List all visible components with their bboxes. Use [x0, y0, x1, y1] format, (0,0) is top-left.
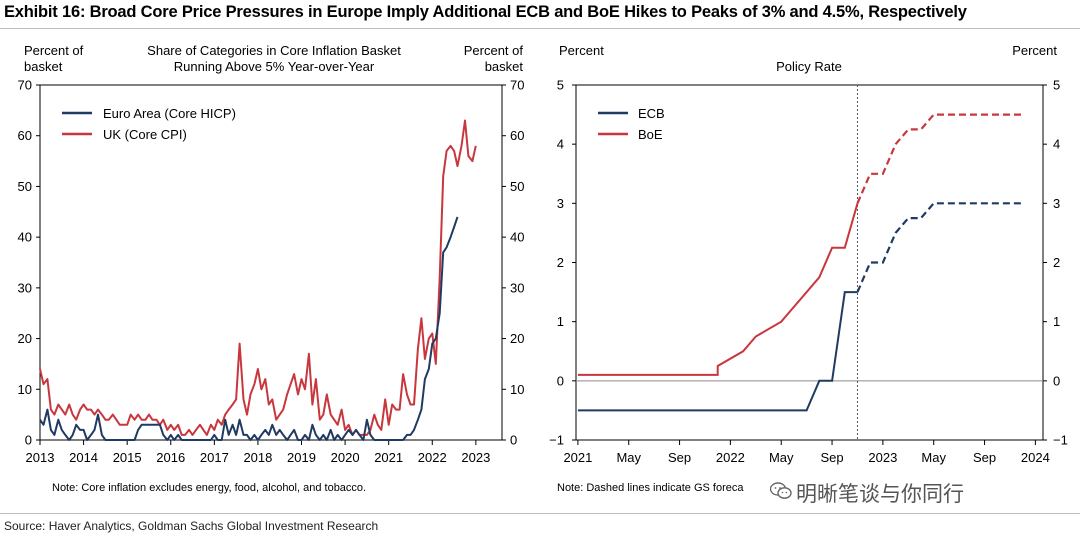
left-plot-frame	[39, 84, 503, 441]
left-ytick-label-right: 0	[510, 433, 517, 448]
left-ytick-label-left: 30	[18, 280, 32, 295]
left-ytick-label-right: 20	[510, 331, 524, 346]
left-ytick-label-left: 20	[18, 331, 32, 346]
right-ytick-label-right: 1	[1053, 314, 1060, 329]
left-chart-title-line1: Share of Categories in Core Inflation Ba…	[147, 43, 401, 58]
right-chart: Percent Percent Policy Rate −1 −1 0 0 1 1 2 2 3 3…	[549, 43, 1068, 494]
series-line-boe-actual	[577, 203, 859, 376]
left-ytick-label-left: 60	[18, 128, 32, 143]
left-xtick-label: 2019	[287, 450, 316, 465]
right-ytick-label-left: 4	[557, 137, 564, 152]
right-chart-title: Policy Rate	[776, 59, 842, 74]
left-ytick-label-right: 50	[510, 179, 524, 194]
right-chart-note: Note: Dashed lines indicate GS foreca	[557, 482, 744, 494]
left-chart-title-line2: Running Above 5% Year-over-Year	[174, 59, 375, 74]
right-xtick-label: Sep	[820, 450, 843, 465]
series-line-uk	[39, 119, 477, 436]
left-xtick-label: 2015	[113, 450, 142, 465]
left-ylabel-right-line2: basket	[485, 59, 524, 74]
right-ytick-label-right: 4	[1053, 137, 1060, 152]
left-ylabel-left-line2: basket	[24, 59, 63, 74]
right-ylabel-right: Percent	[1012, 43, 1057, 58]
left-xtick-label: 2017	[200, 450, 229, 465]
legend-label-euro-area: Euro Area (Core HICP)	[103, 106, 236, 121]
left-ytick-label-right: 30	[510, 280, 524, 295]
right-xtick-label: Sep	[668, 450, 691, 465]
right-ylabel-left: Percent	[559, 43, 604, 58]
right-ytick-label-left: 5	[557, 78, 564, 93]
right-xtick-label: 2023	[868, 450, 897, 465]
wechat-icon	[770, 482, 792, 499]
right-ytick-label-right: 5	[1053, 78, 1060, 93]
legend-label-boe: BoE	[638, 127, 663, 142]
left-ytick-label-left: 0	[25, 433, 32, 448]
left-xtick-label: 2013	[26, 450, 55, 465]
series-line-boe-forecast	[856, 113, 1023, 204]
brand-watermark: 明晰笔谈与你同行	[796, 482, 964, 506]
right-xtick-label: May	[616, 450, 641, 465]
right-xtick-label: May	[921, 450, 946, 465]
left-ytick-label-left: 40	[18, 230, 32, 245]
series-line-ecb-forecast	[856, 202, 1023, 293]
right-ytick-label-right: 2	[1053, 255, 1060, 270]
legend-label-uk: UK (Core CPI)	[103, 127, 187, 142]
legend-label-ecb: ECB	[638, 106, 665, 121]
left-ytick-label-right: 10	[510, 382, 524, 397]
left-ytick-label-right: 60	[510, 128, 524, 143]
left-chart: Percent of basket Percent of basket Shar…	[18, 43, 525, 494]
left-ytick-label-left: 70	[18, 78, 32, 93]
left-xtick-label: 2021	[374, 450, 403, 465]
right-ytick-label-right: 0	[1053, 373, 1060, 388]
right-xtick-label: 2024	[1021, 450, 1050, 465]
right-ytick-label-left: 1	[557, 314, 564, 329]
title-divider	[0, 28, 1080, 29]
right-ytick-label-right: 3	[1053, 196, 1060, 211]
left-xtick-label: 2014	[69, 450, 98, 465]
right-ytick-label-left: −1	[549, 433, 564, 448]
left-xtick-label: 2020	[331, 450, 360, 465]
right-xtick-label: Sep	[973, 450, 996, 465]
right-ytick-label-left: 3	[557, 196, 564, 211]
left-xtick-label: 2022	[418, 450, 447, 465]
left-chart-note: Note: Core inflation excludes energy, fo…	[52, 482, 366, 494]
left-xtick-label: 2016	[156, 450, 185, 465]
left-ytick-label-left: 50	[18, 179, 32, 194]
left-ytick-label-right: 70	[510, 78, 524, 93]
series-line-euro-area	[39, 216, 459, 441]
series-line-ecb-actual	[577, 291, 858, 412]
right-ytick-label-right: −1	[1053, 433, 1068, 448]
left-ylabel-right-line1: Percent of	[464, 43, 524, 58]
exhibit-title: Exhibit 16: Broad Core Price Pressures i…	[4, 3, 967, 21]
source-divider	[0, 513, 1080, 514]
right-ytick-label-left: 2	[557, 255, 564, 270]
right-xtick-label: 2021	[563, 450, 592, 465]
left-ylabel-left-line1: Percent of	[24, 43, 84, 58]
left-xtick-label: 2023	[461, 450, 490, 465]
left-ytick-label-right: 40	[510, 230, 524, 245]
right-xtick-label: 2022	[716, 450, 745, 465]
source-note: Source: Haver Analytics, Goldman Sachs G…	[4, 519, 379, 533]
left-ytick-label-left: 10	[18, 382, 32, 397]
right-ytick-label-left: 0	[557, 373, 564, 388]
left-xtick-label: 2018	[243, 450, 272, 465]
right-xtick-label: May	[769, 450, 794, 465]
